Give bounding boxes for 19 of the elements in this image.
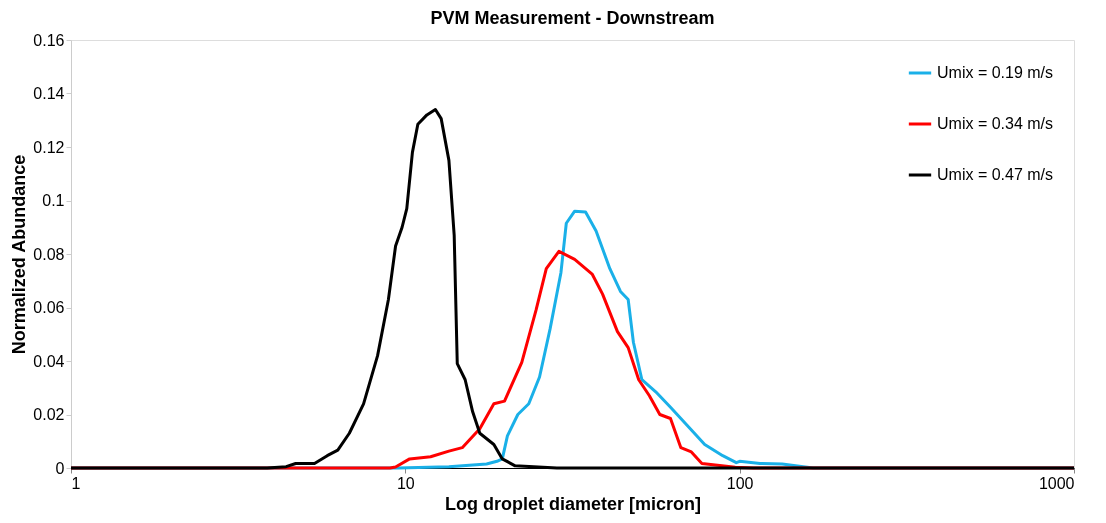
legend-label: Umix = 0.47 m/s <box>937 166 1054 183</box>
chart-title: PVM Measurement - Downstream <box>430 8 715 28</box>
y-tick-label: 0.1 <box>42 192 65 209</box>
x-tick-label: 10 <box>396 474 415 492</box>
x-axis-title: Log droplet diameter [micron] <box>444 493 702 514</box>
y-tick-label: 0.12 <box>33 138 65 156</box>
x-tick-label: 1 <box>71 474 81 492</box>
y-tick-label: 0.16 <box>33 31 65 49</box>
y-tick-label: 0.04 <box>33 352 65 370</box>
y-axis-title: Normalized Abundance <box>9 154 30 355</box>
y-tick-label: 0.14 <box>33 85 65 102</box>
y-tick-label: 0.08 <box>33 245 65 263</box>
y-tick-label: 0 <box>55 459 65 477</box>
y-tick-label: 0.06 <box>33 299 65 316</box>
x-tick-label: 100 <box>726 474 754 492</box>
legend-label: Umix = 0.19 m/s <box>937 64 1054 81</box>
y-tick-label: 0.02 <box>33 406 65 423</box>
x-tick-label: 1000 <box>1038 474 1075 492</box>
legend-label: Umix = 0.34 m/s <box>937 115 1054 132</box>
